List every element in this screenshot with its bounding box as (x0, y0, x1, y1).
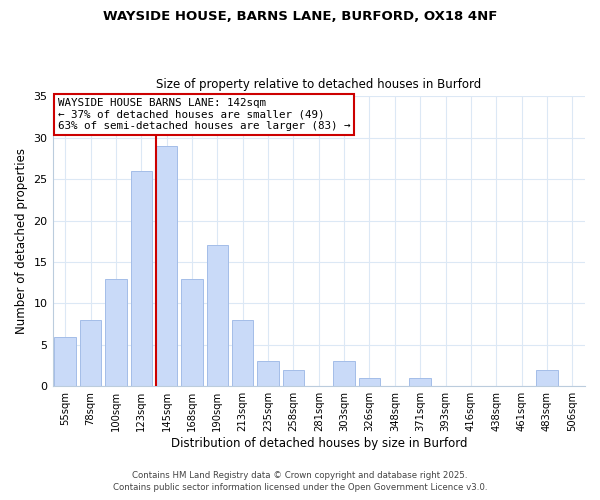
Bar (232, 320, 253, 386)
Bar (181, 278, 203, 386)
Bar (105, 278, 127, 386)
Bar (283, 370, 304, 386)
Y-axis label: Number of detached properties: Number of detached properties (15, 148, 28, 334)
Text: WAYSIDE HOUSE, BARNS LANE, BURFORD, OX18 4NF: WAYSIDE HOUSE, BARNS LANE, BURFORD, OX18… (103, 10, 497, 23)
Bar (257, 362, 279, 386)
X-axis label: Distribution of detached houses by size in Burford: Distribution of detached houses by size … (170, 437, 467, 450)
Bar (334, 362, 355, 386)
Bar (206, 246, 228, 386)
Text: WAYSIDE HOUSE BARNS LANE: 142sqm
← 37% of detached houses are smaller (49)
63% o: WAYSIDE HOUSE BARNS LANE: 142sqm ← 37% o… (58, 98, 350, 131)
Title: Size of property relative to detached houses in Burford: Size of property relative to detached ho… (156, 78, 481, 91)
Bar (156, 146, 178, 386)
Bar (409, 378, 431, 386)
Bar (80, 320, 101, 386)
Text: Contains HM Land Registry data © Crown copyright and database right 2025.
Contai: Contains HM Land Registry data © Crown c… (113, 471, 487, 492)
Bar (55, 336, 76, 386)
Bar (536, 370, 558, 386)
Bar (131, 171, 152, 386)
Bar (359, 378, 380, 386)
